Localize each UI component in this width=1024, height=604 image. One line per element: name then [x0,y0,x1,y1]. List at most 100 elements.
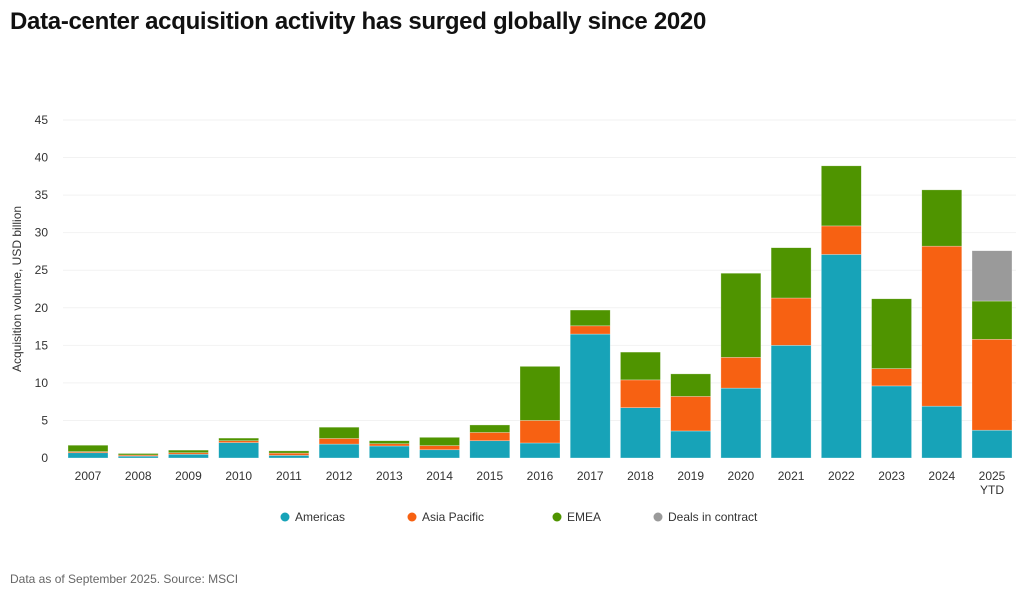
bar-segment-asia-pacific [419,445,460,451]
x-tick-label: 2014 [426,469,453,483]
legend: Americas Asia Pacific EMEA Deals in contrac… [280,510,758,524]
x-tick-label: 2009 [175,469,202,483]
bar-segment-emea [821,165,862,227]
bar-segment-americas [720,387,762,459]
bar-segment-emea [168,449,209,454]
y-tick-label: 20 [35,301,49,315]
bar-segment-americas [821,254,862,459]
bar-segment-asia-pacific [469,432,511,442]
bar-segment-americas [218,442,259,459]
y-tick-label: 35 [35,188,49,202]
bar-segment-asia-pacific [369,443,410,447]
bar-segment-asia-pacific [670,396,711,432]
x-tick-label: 2025 [979,469,1006,483]
x-tick-label: 2024 [928,469,955,483]
y-tick-label: 5 [41,413,48,427]
bar-segment-emea [369,440,410,445]
y-tick-label: 40 [35,151,49,165]
x-axis-ticks: 2007 2008 2009 2010 2011 2012 2013 2014 2015 2016… [75,469,1006,497]
legend-item: Asia Pacific [407,510,484,524]
bar-segment-americas [770,345,812,459]
legend-label: Americas [295,510,345,524]
bar-segment-americas [670,430,711,459]
x-tick-label: 2013 [376,469,403,483]
bar-segment-americas [971,429,1013,459]
legend-swatch [653,512,663,522]
y-axis-label: Acquisition volume, USD billion [10,206,24,372]
legend-item: Americas [280,510,345,524]
bar-segment-americas [569,333,611,459]
x-tick-label: 2022 [828,469,855,483]
x-tick-label: 2008 [125,469,152,483]
bar-segment-asia-pacific [971,339,1013,431]
bar-segment-americas [369,445,410,459]
y-tick-label: 0 [41,451,48,465]
legend-item: EMEA [552,510,601,524]
bar-segment-emea [770,247,812,299]
legend-label: Asia Pacific [422,510,484,524]
y-axis-ticks: 0 5 10 15 20 25 30 35 40 45 [35,113,49,465]
bar-segment-asia-pacific [720,357,762,389]
legend-swatch [407,512,417,522]
bar-segment-americas [419,449,460,459]
bar-segment-emea [971,300,1013,340]
y-tick-label: 45 [35,113,49,127]
bar-segment-emea [871,298,912,369]
x-tick-label: 2023 [878,469,905,483]
x-tick-label: 2010 [225,469,252,483]
y-tick-label: 10 [35,376,49,390]
bar-segment-americas [519,442,561,459]
legend-swatch [280,512,290,522]
x-tick-label: 2020 [728,469,755,483]
bar-segment-americas [168,453,209,459]
bar-segment-americas [318,443,360,459]
x-tick-label: 2016 [527,469,554,483]
bar-segment-deals-in-contract [971,250,1013,302]
bar-segment-americas [67,452,109,459]
bar-segment-emea [620,351,661,381]
bar-segment-emea [318,426,360,439]
bar-segment-americas [268,455,310,459]
bar-segment-asia-pacific [620,379,661,408]
legend-label: Deals in contract [668,510,758,524]
bar-segment-asia-pacific [871,368,912,387]
y-tick-label: 30 [35,226,49,240]
x-tick-label: 2007 [75,469,102,483]
x-tick-label: 2019 [677,469,704,483]
bar-segment-emea [670,373,711,397]
bar-segment-emea [469,424,511,433]
bar-segment-emea [921,189,963,247]
chart-title: Data-center acquisition activity has sur… [10,8,707,35]
bar-segment-americas [871,385,912,459]
y-tick-label: 25 [35,263,49,277]
bar-segment-asia-pacific [318,438,360,445]
legend-swatch [552,512,562,522]
y-tick-label: 15 [35,338,49,352]
bar-segment-emea [117,453,159,456]
x-tick-label: 2018 [627,469,654,483]
bar-segment-asia-pacific [770,297,812,346]
bars [67,165,1013,459]
bar-segment-emea [419,437,460,446]
x-tick-label: 2015 [476,469,503,483]
bar-segment-emea [67,444,109,452]
x-tick-label: 2011 [276,469,302,483]
legend-item: Deals in contract [653,510,758,524]
x-tick-label: 2012 [326,469,353,483]
bar-segment-americas [921,405,963,459]
bar-segment-emea [268,450,310,454]
source-note: Data as of September 2025. Source: MSCI [10,572,239,586]
bar-segment-emea [218,437,259,442]
bar-segment-emea [720,272,762,358]
bar-segment-emea [519,366,561,421]
bar-segment-asia-pacific [569,325,611,335]
x-tick-label: YTD [980,483,1004,497]
legend-label: EMEA [567,510,601,524]
bar-segment-americas [620,407,661,459]
x-tick-label: 2017 [577,469,604,483]
bar-segment-americas [469,440,511,459]
bar-segment-asia-pacific [268,452,310,456]
bar-segment-asia-pacific [821,225,862,255]
x-tick-label: 2021 [778,469,805,483]
